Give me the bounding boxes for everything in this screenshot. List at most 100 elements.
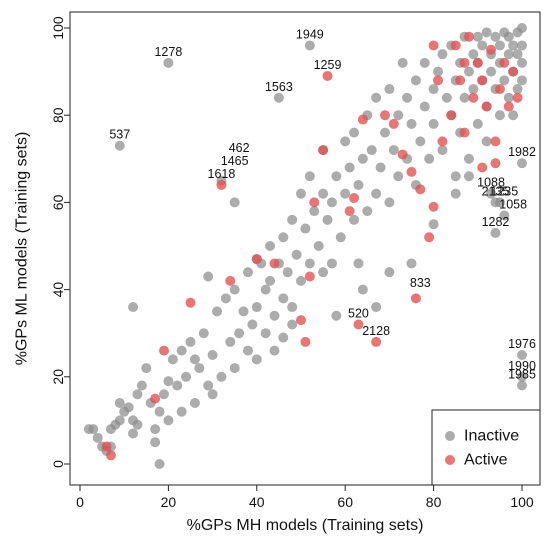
- inactive-point: [114, 397, 125, 408]
- inactive-point: [132, 389, 143, 400]
- inactive-point: [114, 140, 125, 151]
- inactive-point: [428, 84, 439, 95]
- inactive-point: [278, 332, 289, 343]
- inactive-point: [517, 158, 527, 169]
- active-point: [158, 345, 169, 356]
- inactive-point: [344, 162, 355, 173]
- inactive-point: [163, 415, 174, 426]
- inactive-point: [278, 293, 289, 304]
- inactive-point: [353, 258, 364, 269]
- inactive-point: [260, 284, 271, 295]
- inactive-point: [287, 319, 298, 330]
- active-point: [105, 450, 116, 461]
- active-point: [428, 40, 439, 51]
- inactive-point: [229, 363, 240, 374]
- inactive-point: [167, 354, 178, 365]
- active-point: [379, 110, 390, 121]
- inactive-point: [362, 206, 373, 217]
- inactive-point: [512, 84, 523, 95]
- inactive-point: [335, 232, 346, 243]
- inactive-point: [181, 371, 192, 382]
- inactive-point: [477, 40, 488, 51]
- point-annotation: 520: [348, 306, 369, 320]
- inactive-point: [371, 92, 382, 103]
- y-tick-label: 60: [50, 194, 66, 210]
- inactive-point: [508, 40, 519, 51]
- inactive-point: [88, 424, 99, 435]
- inactive-point: [415, 136, 426, 147]
- point-annotation: 833: [410, 276, 431, 290]
- inactive-point: [128, 428, 139, 439]
- inactive-point: [371, 188, 382, 199]
- inactive-point: [158, 389, 169, 400]
- x-axis-label: %GPs MH models (Training sets): [187, 517, 424, 534]
- point-annotation: 1949: [296, 27, 324, 41]
- inactive-point: [419, 57, 430, 68]
- inactive-point: [273, 92, 284, 103]
- inactive-point: [123, 402, 134, 413]
- inactive-point: [384, 267, 395, 278]
- inactive-point: [340, 188, 351, 199]
- active-point: [494, 84, 505, 95]
- inactive-point: [296, 188, 306, 199]
- inactive-point: [114, 415, 125, 426]
- inactive-point: [154, 459, 165, 469]
- point-annotation: 1982: [508, 145, 536, 159]
- inactive-point: [291, 249, 302, 260]
- active-point: [477, 75, 488, 86]
- inactive-point: [220, 293, 231, 304]
- legend-box: [431, 409, 541, 486]
- inactive-point: [234, 328, 245, 339]
- inactive-point: [503, 49, 514, 60]
- active-point: [410, 293, 421, 304]
- inactive-point: [517, 57, 527, 68]
- active-point: [459, 127, 470, 138]
- inactive-point: [433, 66, 444, 77]
- inactive-point: [304, 258, 315, 269]
- inactive-point: [326, 197, 337, 208]
- active-point: [225, 275, 236, 286]
- active-point: [455, 75, 466, 86]
- active-point: [101, 441, 112, 452]
- inactive-point: [242, 267, 253, 278]
- active-point: [468, 92, 479, 103]
- active-point: [296, 315, 306, 326]
- legend-active-label: Active: [464, 452, 508, 469]
- inactive-point: [450, 188, 461, 199]
- inactive-point: [92, 432, 103, 443]
- inactive-point: [494, 40, 505, 51]
- inactive-point: [203, 380, 214, 391]
- active-point: [309, 197, 320, 208]
- active-point: [477, 162, 488, 173]
- inactive-point: [304, 40, 315, 51]
- inactive-point: [322, 214, 333, 225]
- x-tick-label: 40: [249, 494, 265, 510]
- inactive-point: [490, 227, 501, 238]
- inactive-point: [340, 136, 351, 147]
- active-point: [446, 110, 457, 121]
- legend-active-marker: [445, 455, 455, 465]
- inactive-point: [486, 66, 497, 77]
- inactive-point: [472, 31, 483, 42]
- x-tick-label: 60: [337, 494, 353, 510]
- inactive-point: [384, 84, 395, 95]
- inactive-point: [331, 310, 342, 321]
- inactive-point: [499, 210, 510, 221]
- active-point: [512, 92, 523, 103]
- active-point: [300, 336, 311, 347]
- inactive-point: [287, 214, 298, 225]
- inactive-point: [517, 75, 527, 86]
- inactive-point: [419, 101, 430, 112]
- inactive-point: [225, 336, 236, 347]
- active-point: [503, 101, 514, 112]
- active-point: [397, 149, 408, 160]
- inactive-point: [229, 197, 240, 208]
- annotations-layer: 1278194912591563537462146516181982108821…: [109, 27, 536, 381]
- active-point: [269, 258, 280, 269]
- inactive-point: [163, 376, 174, 387]
- inactive-point: [499, 75, 510, 86]
- inactive-point: [207, 389, 218, 400]
- inactive-point: [393, 110, 404, 121]
- inactive-point: [371, 302, 382, 313]
